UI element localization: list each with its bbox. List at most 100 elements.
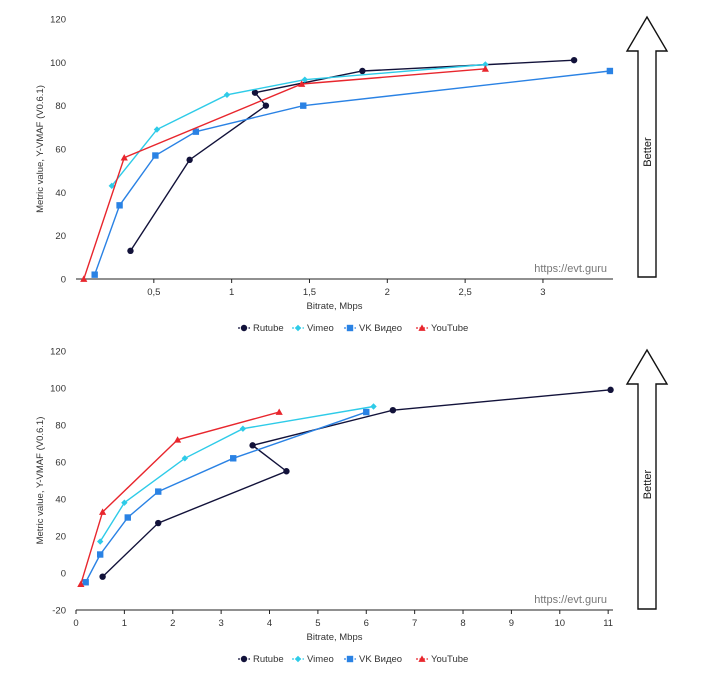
series-line: [102, 389, 611, 578]
data-point: [481, 65, 489, 72]
series-line: [111, 63, 486, 187]
data-point: [77, 580, 85, 587]
series-youtube: [77, 408, 283, 587]
legend-marker: [418, 324, 426, 331]
legend-item[interactable]: Rutube: [238, 654, 284, 665]
legend-label: VK Видео: [359, 654, 402, 665]
data-point: [124, 514, 131, 521]
data-point: [96, 538, 104, 545]
x-tick-label: 7: [412, 618, 417, 629]
data-point: [607, 386, 614, 394]
legend-item[interactable]: VK Видео: [344, 323, 402, 334]
data-point: [121, 499, 128, 506]
x-tick-label: 8: [460, 618, 465, 629]
y-tick-label: 120: [50, 15, 66, 26]
legend-item[interactable]: YouTube: [416, 323, 468, 334]
legend-marker: [294, 655, 302, 663]
legend-marker: [418, 655, 426, 662]
legend-marker: [240, 324, 248, 332]
legend-marker: [240, 655, 248, 663]
data-point: [359, 67, 366, 75]
x-tick-label: 3: [218, 618, 223, 629]
legend-marker: [346, 655, 354, 663]
data-point: [186, 156, 193, 164]
data-point: [116, 202, 123, 209]
series-line: [129, 59, 575, 252]
data-point: [108, 182, 115, 190]
data-point: [251, 89, 259, 96]
better-label: Better: [642, 469, 654, 499]
y-tick-label: 20: [55, 532, 66, 543]
x-tick-label: 2: [385, 287, 390, 298]
data-point: [173, 436, 182, 443]
y-tick-label: 100: [50, 384, 66, 395]
x-tick-label: 10: [554, 618, 565, 629]
y-tick-label: 60: [55, 458, 66, 469]
data-point: [363, 408, 370, 416]
data-point: [80, 275, 88, 282]
legend-marker: [294, 324, 302, 332]
y-tick-label: 120: [50, 347, 66, 358]
x-axis-label: Bitrate, Mbps: [307, 301, 363, 312]
data-point: [223, 91, 231, 99]
data-point: [301, 76, 309, 83]
legend-label: Rutube: [253, 323, 284, 334]
data-point: [181, 455, 189, 462]
series-vimeo: [96, 403, 377, 545]
legend-item[interactable]: Vimeo: [292, 323, 334, 334]
legend-item[interactable]: VK Видео: [344, 654, 402, 665]
series-line: [85, 411, 367, 583]
x-tick-label: 11: [603, 618, 613, 629]
data-point: [283, 468, 290, 475]
y-axis-label: Metric value, Y-VMAF (V0.6.1): [35, 417, 46, 545]
y-tick-label: 80: [55, 421, 66, 432]
data-point: [192, 128, 200, 135]
y-tick-label: 40: [55, 188, 66, 199]
legend-item[interactable]: YouTube: [416, 654, 468, 665]
data-point: [298, 80, 306, 87]
data-point: [389, 407, 397, 414]
y-tick-label: 80: [55, 101, 66, 112]
series-line: [80, 411, 280, 585]
y-tick-label: 40: [55, 495, 66, 506]
legend-label: Rutube: [253, 654, 284, 665]
watermark-text: https://evt.guru: [534, 594, 607, 606]
legend-item[interactable]: Rutube: [238, 323, 284, 334]
better-arrow-icon: [625, 15, 669, 278]
legend-item[interactable]: Vimeo: [292, 654, 334, 665]
watermark-text: https://evt.guru: [534, 263, 607, 275]
series-rutube: [99, 386, 614, 580]
y-tick-label: 0: [61, 569, 66, 580]
x-tick-label: 1,5: [303, 287, 316, 298]
data-point: [127, 247, 134, 255]
x-tick-label: 1: [229, 287, 234, 298]
x-tick-label: 3: [540, 287, 545, 298]
x-tick-label: 6: [364, 618, 369, 629]
data-point: [155, 488, 162, 495]
data-point: [91, 271, 98, 278]
legend-label: Vimeo: [307, 323, 334, 334]
data-point: [370, 403, 377, 410]
chart-1: 0 20 40 60 80 100 120 0,5 1 1,5 2 2,5 3 Bitrate, Mbps…: [35, 15, 669, 334]
chart-2: -20 0 20 40 60 80 100 120 0 1 2 3 4 5 6 7 8 9 10 11 Bitrate,…: [35, 347, 669, 665]
data-point: [275, 408, 283, 415]
series-line: [94, 70, 610, 275]
series-vimeo: [108, 61, 489, 190]
legend-label: YouTube: [431, 323, 468, 334]
data-point: [96, 551, 104, 558]
y-axis-label: Metric value, Y-VMAF (V0.6.1): [35, 85, 46, 213]
y-tick-label: 60: [55, 145, 66, 156]
series-line: [83, 68, 486, 280]
better-label: Better: [642, 137, 654, 167]
better-arrow-icon: [625, 348, 669, 610]
legend-label: VK Видео: [359, 323, 402, 334]
x-tick-label: 0: [73, 618, 78, 629]
series-rutube: [127, 56, 578, 255]
data-point: [482, 61, 489, 68]
data-point: [300, 102, 307, 109]
data-point: [120, 154, 128, 161]
data-point: [99, 573, 106, 580]
y-tick-label: 100: [50, 58, 66, 69]
data-point: [155, 519, 162, 527]
